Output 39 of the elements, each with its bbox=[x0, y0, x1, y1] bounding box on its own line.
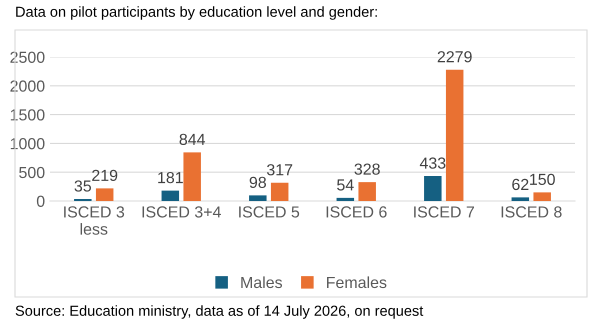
x-tick-label: ISCED 7 bbox=[414, 206, 474, 218]
x-tick-label: ISCED 8 bbox=[502, 206, 562, 218]
source-note: Source: Education ministry, data as of 14 July 2026, on request bbox=[16, 305, 424, 319]
data-label: 181 bbox=[158, 172, 183, 184]
x-tick-label: ISCED 6 bbox=[326, 206, 387, 218]
x-tick-label: ISCED 3 less bbox=[64, 206, 124, 235]
data-label: 317 bbox=[266, 164, 292, 176]
bar bbox=[183, 152, 201, 201]
bar bbox=[336, 198, 354, 201]
chart-title: Data on pilot participants by education level and gender: bbox=[16, 6, 377, 20]
legend-label: Males bbox=[241, 276, 282, 288]
bar bbox=[424, 176, 442, 201]
bar bbox=[249, 195, 267, 201]
y-tick-label: 2000 bbox=[10, 80, 45, 92]
data-label: 328 bbox=[354, 163, 380, 175]
x-tick-label: ISCED 3+4 bbox=[142, 206, 221, 218]
data-label: 2279 bbox=[438, 51, 472, 62]
legend-label: Females bbox=[327, 276, 386, 288]
data-label: 35 bbox=[74, 180, 92, 192]
data-label: 54 bbox=[337, 179, 354, 191]
data-label: 62 bbox=[512, 178, 528, 190]
bar bbox=[270, 182, 288, 201]
data-label: 433 bbox=[420, 157, 446, 169]
bar bbox=[162, 190, 180, 201]
y-tick-label: 0 bbox=[36, 196, 45, 207]
data-label: 219 bbox=[92, 170, 118, 182]
bar bbox=[512, 197, 530, 201]
y-tick-label: 1000 bbox=[10, 138, 45, 150]
y-tick-label: 500 bbox=[19, 166, 45, 178]
data-label: 150 bbox=[530, 174, 555, 186]
bar bbox=[96, 188, 114, 201]
y-tick-label: 2500 bbox=[10, 52, 45, 63]
bar bbox=[358, 182, 376, 201]
data-label: 844 bbox=[180, 134, 206, 146]
bar bbox=[533, 192, 551, 201]
bar bbox=[446, 70, 464, 201]
data-label: 98 bbox=[250, 176, 266, 188]
y-tick-label: 1500 bbox=[10, 109, 45, 121]
x-tick-label: ISCED 5 bbox=[239, 206, 300, 218]
